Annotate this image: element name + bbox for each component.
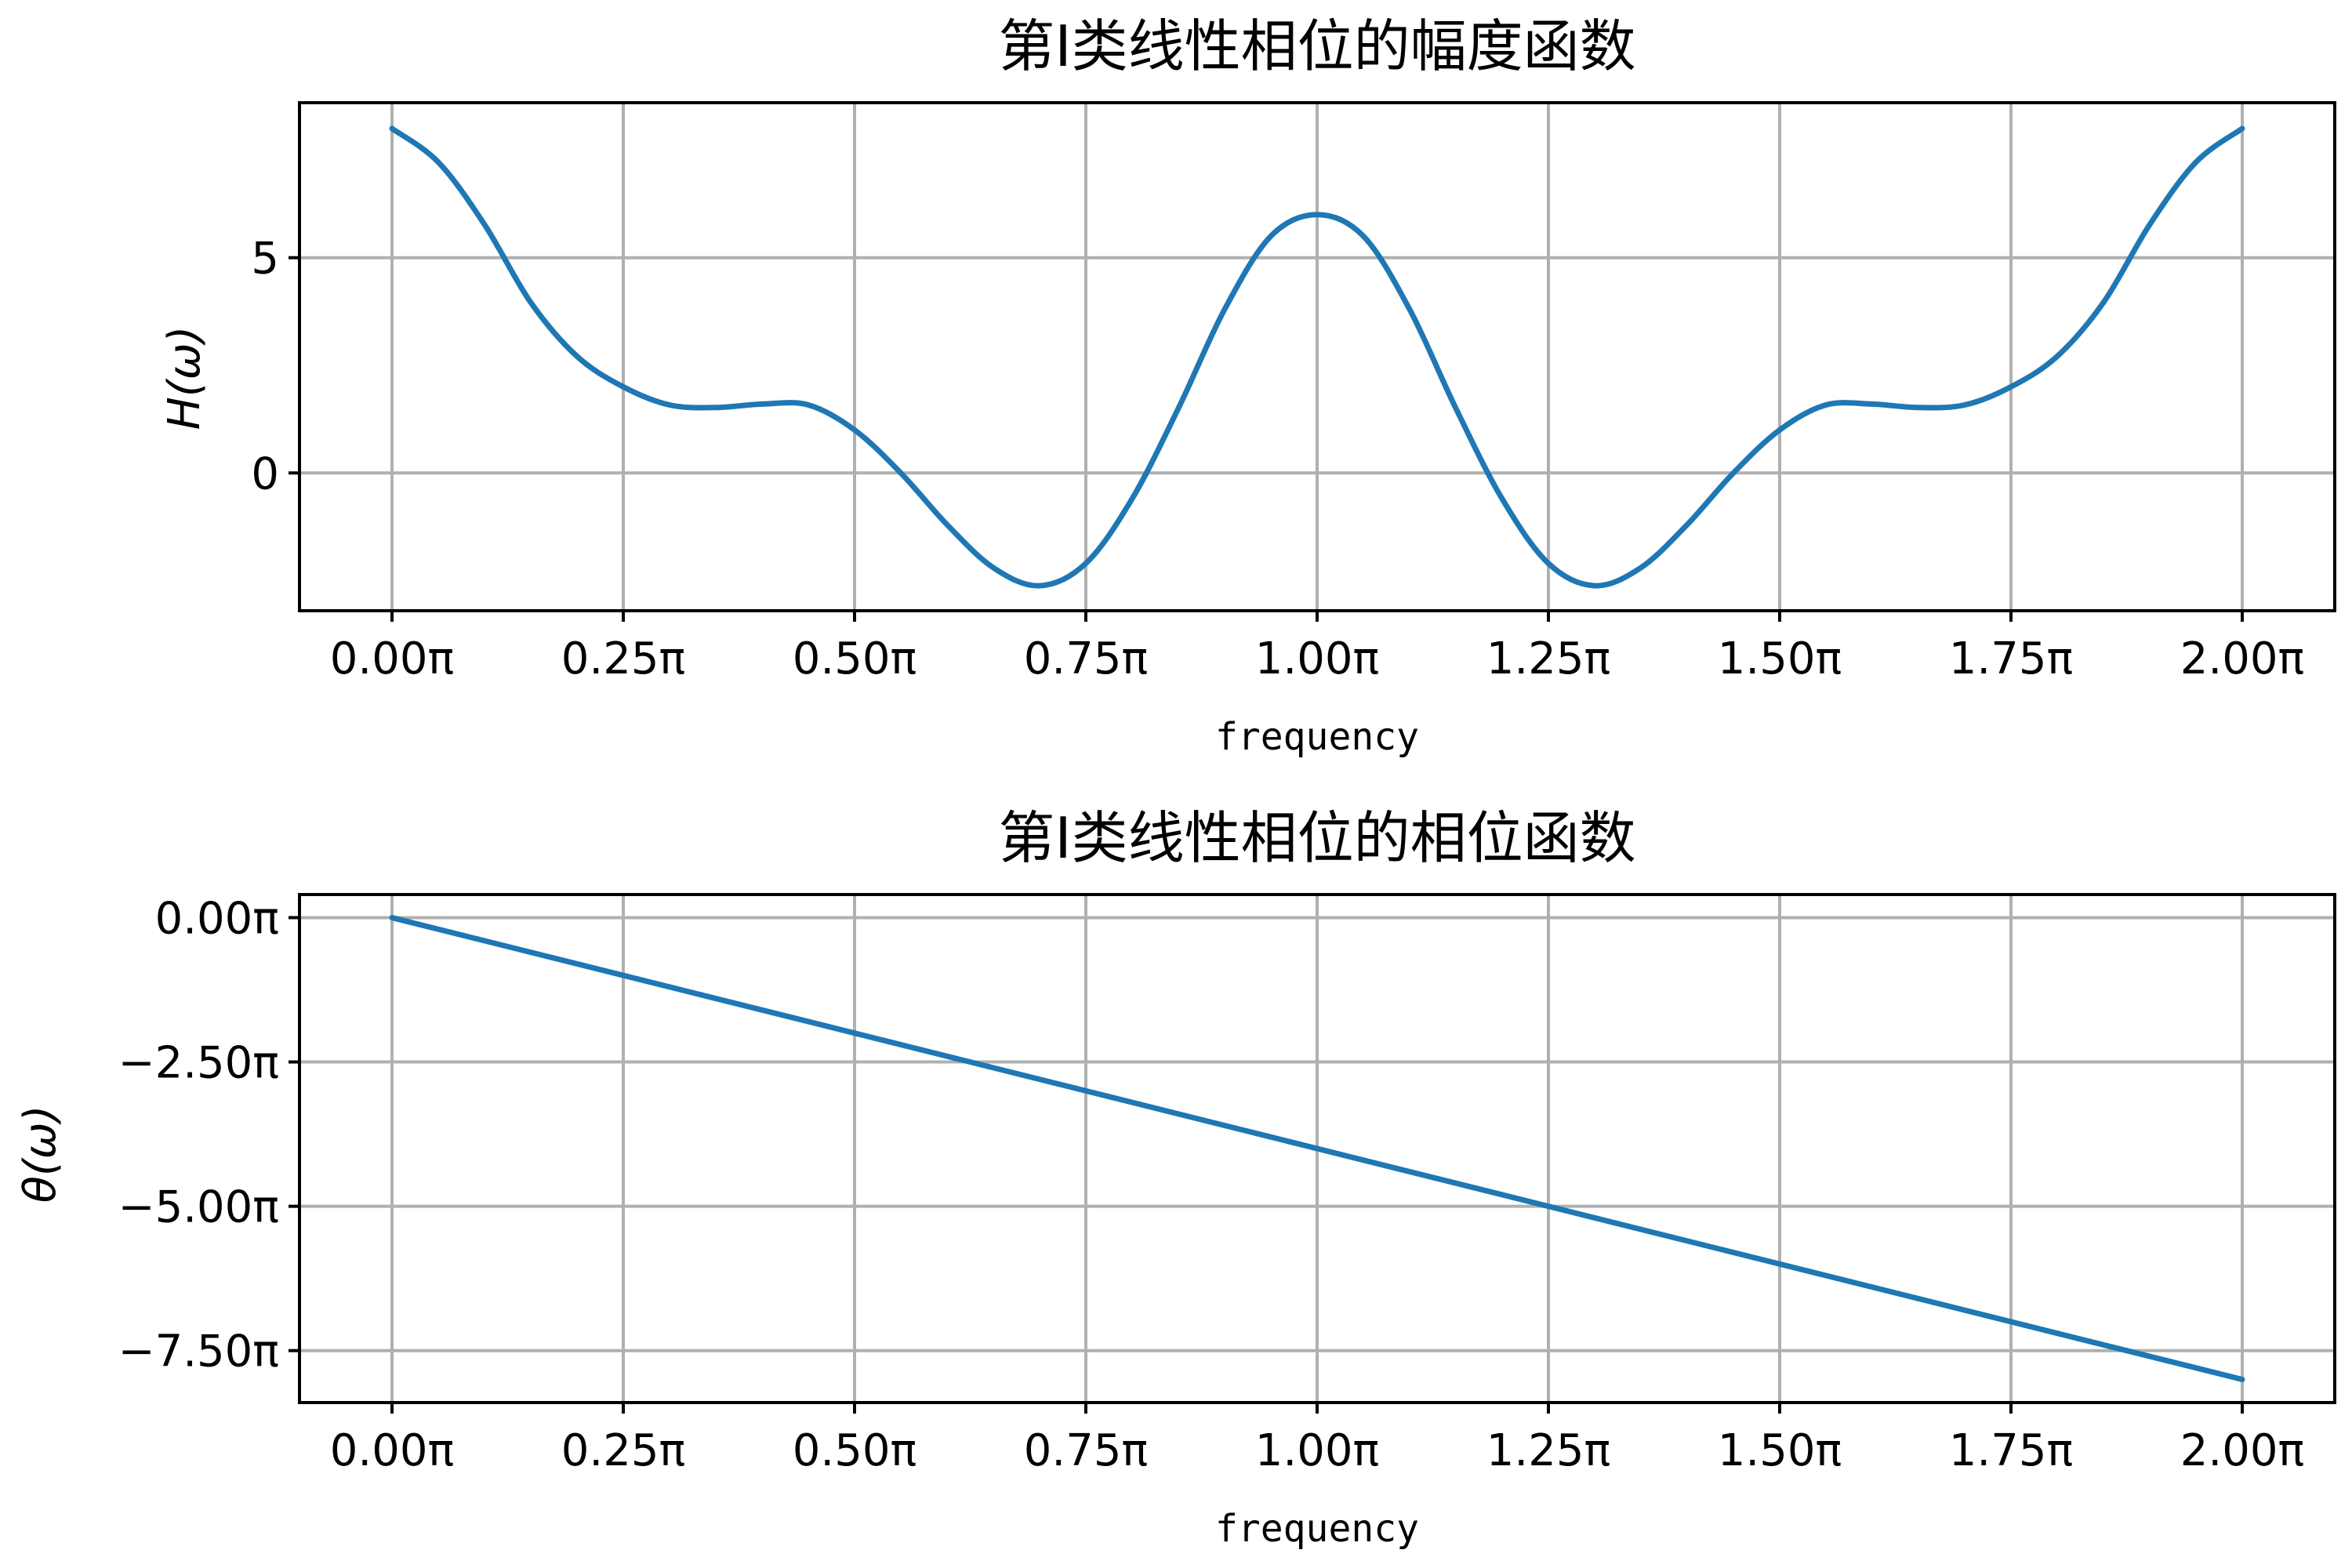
y-axis-label: θ(ω): [15, 1105, 66, 1203]
x-axis: 0.00π 0.25π 0.50π 0.75π 1.00π 1.25π 1.50π 1.75π…: [330, 1403, 2304, 1476]
series-line: [389, 915, 2245, 1382]
y-tick-label: −7.50π: [118, 1327, 279, 1377]
y-axis: 0.00π −2.50π −5.00π −7.50π: [118, 893, 299, 1377]
x-tick-label: 1.25π: [1486, 633, 1610, 684]
series-group: [389, 125, 2245, 589]
x-tick-label: 0.50π: [793, 633, 916, 684]
y-tick-label: 0: [251, 448, 279, 499]
x-tick-label: 1.75π: [1949, 1425, 2073, 1476]
x-tick-label: 0.25π: [561, 633, 685, 684]
phase-chart: 第I类线性相位的相位函数 0.00π 0.25π 0.50π 0.75π 1.00π 1.…: [15, 805, 2336, 1551]
x-axis-label: frequency: [1215, 1507, 1419, 1551]
y-tick-label: −5.00π: [118, 1182, 279, 1233]
plot-frame: [298, 101, 2336, 612]
series-line: [389, 125, 2245, 589]
grid: [299, 103, 2335, 611]
y-tick-label: −2.50π: [118, 1038, 279, 1089]
x-tick-label: 0.75π: [1024, 1425, 1148, 1476]
magnitude-chart: 第I类线性相位的幅度函数 0.00π 0.25π 0.50π 0.75π 1.00π 1.…: [159, 13, 2336, 759]
x-tick-label: 1.25π: [1486, 1425, 1610, 1476]
y-axis-label: H(ω): [159, 326, 210, 430]
chart-title: 第I类线性相位的相位函数: [998, 805, 1635, 871]
x-tick-label: 1.50π: [1718, 633, 1842, 684]
x-tick-label: 0.50π: [793, 1425, 916, 1476]
series-group: [389, 915, 2245, 1382]
y-tick-label: 0.00π: [155, 893, 279, 944]
x-tick-label: 1.00π: [1255, 1425, 1379, 1476]
x-tick-label: 2.00π: [2180, 1425, 2304, 1476]
x-axis-label: frequency: [1215, 715, 1419, 759]
x-axis: 0.00π 0.25π 0.50π 0.75π 1.00π 1.25π 1.50π 1.75π…: [330, 611, 2304, 684]
x-tick-label: 0.25π: [561, 1425, 685, 1476]
y-axis: 05: [251, 234, 299, 499]
x-tick-label: 1.00π: [1255, 633, 1379, 684]
x-tick-label: 0.75π: [1024, 633, 1148, 684]
y-tick-label: 5: [251, 234, 279, 285]
x-tick-label: 2.00π: [2180, 633, 2304, 684]
plot-frame: [298, 893, 2336, 1404]
x-tick-label: 0.00π: [330, 1425, 454, 1476]
x-tick-label: 0.00π: [330, 633, 454, 684]
chart-title: 第I类线性相位的幅度函数: [998, 13, 1635, 79]
x-tick-label: 1.75π: [1949, 633, 2073, 684]
x-tick-label: 1.50π: [1718, 1425, 1842, 1476]
